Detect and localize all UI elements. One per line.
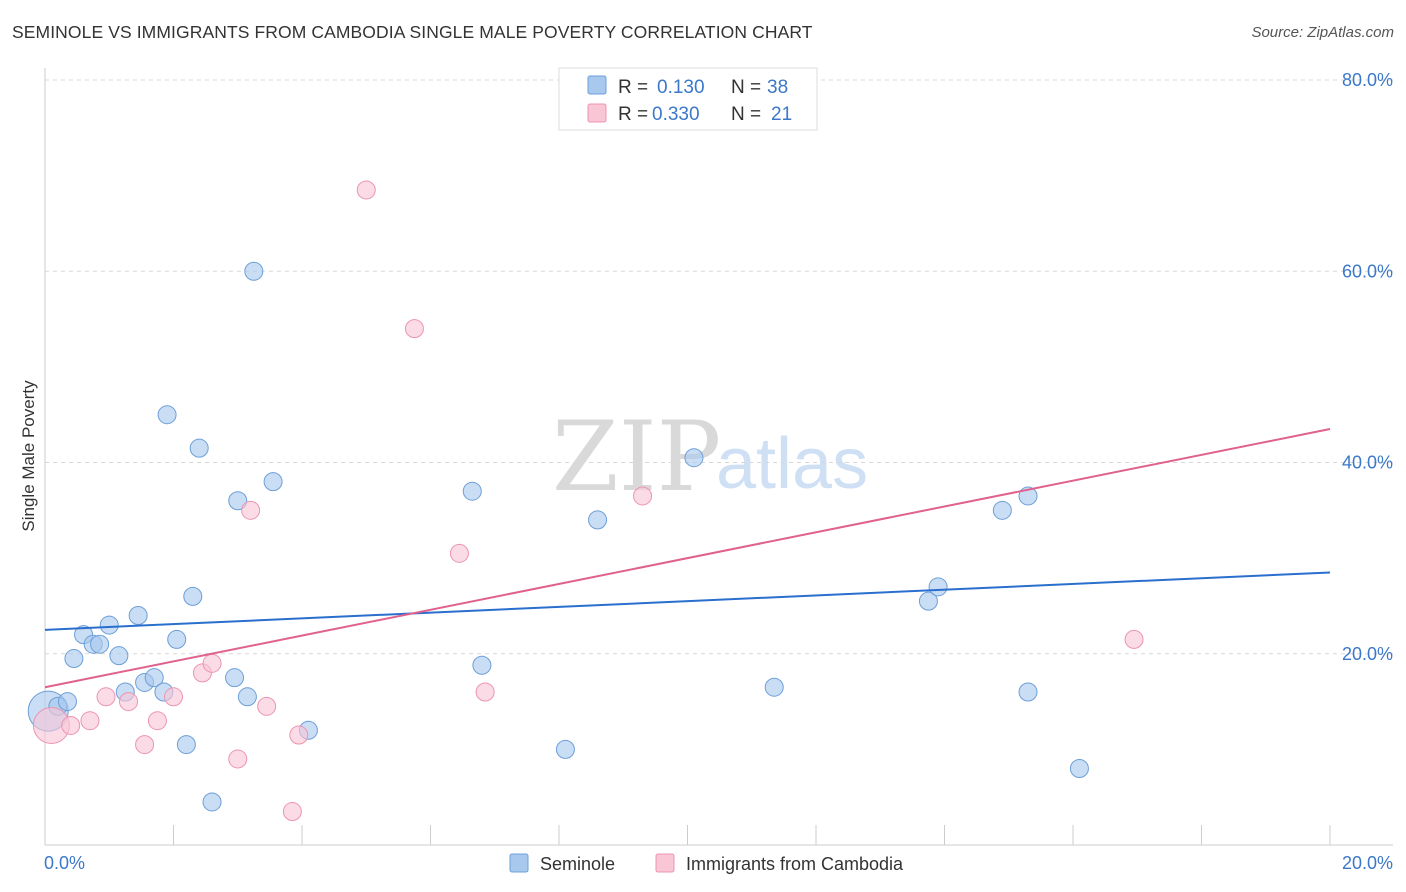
y-tick-labels: 20.0% 40.0% 60.0% 80.0% bbox=[1342, 70, 1393, 664]
seminole-point bbox=[228, 491, 248, 511]
cambodia-point bbox=[1124, 629, 1144, 649]
seminole-point bbox=[99, 615, 119, 635]
series-legend: Seminole Immigrants from Cambodia bbox=[509, 853, 904, 874]
data-points bbox=[27, 180, 1144, 822]
legend-n-value-seminole: 38 bbox=[767, 77, 788, 98]
y-tick-label: 60.0% bbox=[1342, 261, 1393, 281]
watermark-atlas: atlas bbox=[716, 424, 868, 504]
cambodia-point bbox=[228, 749, 248, 769]
cambodia-point bbox=[282, 802, 302, 822]
cambodia-point bbox=[164, 687, 183, 707]
seminole-point bbox=[90, 634, 110, 654]
cambodia-point bbox=[202, 653, 222, 673]
seminole-point bbox=[764, 677, 784, 697]
legend-r-value-cambodia: 0.330 bbox=[652, 104, 700, 125]
seminole-point bbox=[167, 629, 187, 649]
seminole-point bbox=[57, 692, 77, 712]
chart-title: SEMINOLE VS IMMIGRANTS FROM CAMBODIA SIN… bbox=[12, 22, 813, 42]
cambodia-point bbox=[356, 180, 376, 200]
seminole-point bbox=[109, 646, 129, 666]
ticks bbox=[173, 825, 1331, 845]
trend-lines bbox=[44, 428, 1331, 689]
seminole-trend-line bbox=[44, 571, 1331, 631]
cambodia-point bbox=[475, 682, 495, 702]
seminole-point bbox=[176, 735, 196, 755]
legend-swatch-cambodia bbox=[587, 103, 607, 123]
seminole-point bbox=[225, 668, 245, 688]
seminole-point bbox=[189, 438, 209, 458]
cambodia-point bbox=[241, 500, 261, 520]
legend-n-value-cambodia: 21 bbox=[771, 104, 792, 125]
legend-r-value-seminole: 0.130 bbox=[657, 77, 705, 98]
cambodia-point bbox=[61, 715, 81, 735]
chart-source: Source: ZipAtlas.com bbox=[1251, 24, 1394, 41]
seminole-point bbox=[918, 591, 938, 611]
legend-r-label-seminole: R = bbox=[618, 77, 648, 98]
seminole-point bbox=[157, 405, 177, 425]
cambodia-point bbox=[96, 687, 116, 707]
cambodia-point bbox=[633, 486, 653, 506]
bottom-legend-swatch-seminole[interactable] bbox=[509, 853, 529, 873]
y-tick-label: 80.0% bbox=[1342, 70, 1393, 90]
legend-n-label-seminole: N = bbox=[731, 77, 761, 98]
seminole-point bbox=[202, 792, 222, 812]
cambodia-point bbox=[404, 319, 424, 339]
y-tick-label: 20.0% bbox=[1342, 644, 1393, 664]
seminole-point bbox=[462, 481, 482, 501]
cambodia-point bbox=[135, 735, 155, 755]
bottom-legend-label-cambodia[interactable]: Immigrants from Cambodia bbox=[686, 854, 904, 874]
cambodia-point bbox=[119, 692, 139, 712]
legend-swatch-seminole bbox=[587, 75, 607, 95]
cambodia-point bbox=[257, 696, 277, 716]
seminole-point bbox=[472, 655, 492, 675]
seminole-point bbox=[684, 448, 704, 468]
stats-legend: R = 0.130 N = 38 R = 0.330 N = 21 bbox=[558, 67, 818, 131]
cambodia-point bbox=[80, 711, 100, 731]
seminole-point bbox=[144, 668, 164, 688]
cambodia-point bbox=[147, 711, 167, 731]
seminole-point bbox=[588, 510, 608, 530]
cambodia-trend-line bbox=[44, 428, 1331, 689]
seminole-point bbox=[263, 472, 283, 492]
seminole-point bbox=[928, 577, 948, 597]
seminole-point bbox=[237, 687, 257, 707]
seminole-point bbox=[1018, 682, 1038, 702]
y-tick-label: 40.0% bbox=[1342, 453, 1393, 473]
seminole-point bbox=[244, 261, 264, 281]
seminole-point bbox=[64, 649, 84, 669]
x-tick-label-max: 20.0% bbox=[1342, 853, 1393, 873]
seminole-point bbox=[128, 606, 148, 625]
seminole-point bbox=[555, 739, 575, 759]
legend-n-label-cambodia: N = bbox=[731, 104, 761, 125]
seminole-point bbox=[183, 586, 203, 606]
x-tick-label-min: 0.0% bbox=[44, 853, 85, 873]
watermark: ZIP atlas bbox=[552, 401, 868, 513]
bottom-legend-swatch-cambodia[interactable] bbox=[655, 853, 675, 873]
bottom-legend-label-seminole[interactable]: Seminole bbox=[540, 854, 615, 874]
y-axis-label: Single Male Poverty bbox=[19, 380, 38, 532]
seminole-point bbox=[992, 500, 1012, 520]
cambodia-point bbox=[449, 543, 469, 563]
seminole-point bbox=[1069, 759, 1089, 778]
cambodia-point bbox=[289, 725, 309, 745]
gridlines bbox=[45, 79, 1393, 655]
legend-r-label-cambodia: R = bbox=[618, 104, 648, 125]
